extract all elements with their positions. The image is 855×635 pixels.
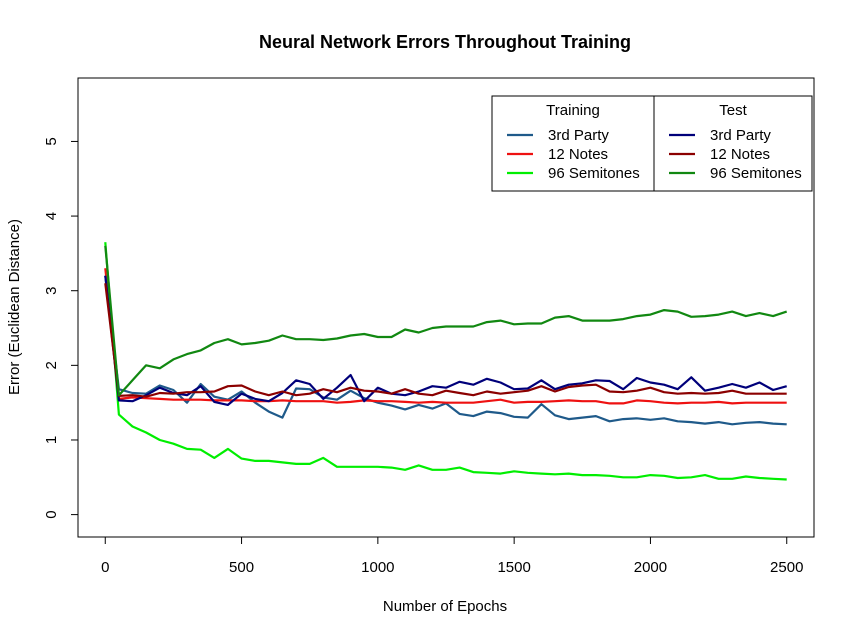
y-tick-label: 3: [43, 287, 60, 295]
series-line-test-96-semitones: [104, 245, 788, 397]
x-tick-label: 1000: [361, 559, 394, 576]
series-line-test-12-notes: [104, 283, 787, 398]
y-tick-label: 5: [43, 137, 60, 145]
legend-items: Training 3rd Party 12 Notes 96 Semitones Tes…: [507, 102, 802, 182]
series-line-test-3rd-party: [104, 275, 787, 406]
y-axis: 0 1 2 3 4 5: [43, 137, 79, 519]
series-line-training-12-notes: [104, 268, 787, 405]
x-axis: 0 500 1000 1500 2000 2500: [101, 536, 803, 576]
series-line-training-96-semitones: [104, 242, 787, 481]
x-tick-label: 2500: [770, 559, 803, 576]
legend-box: [491, 95, 813, 192]
legend-entry-label: 96 Semitones: [710, 165, 802, 182]
x-tick-label: 2000: [634, 559, 667, 576]
legend-entry-label: 96 Semitones: [548, 165, 640, 182]
legend-group-title: Test: [719, 102, 747, 119]
y-tick-label: 4: [43, 212, 60, 220]
x-tick-label: 500: [229, 559, 254, 576]
legend-entry-label: 3rd Party: [710, 127, 771, 144]
chart-title: Neural Network Errors Throughout Trainin…: [259, 32, 631, 52]
y-axis-label: Error (Euclidean Distance): [6, 219, 23, 395]
y-tick-label: 0: [43, 510, 60, 518]
legend-entry-label: 12 Notes: [548, 146, 608, 163]
legend: Training 3rd Party 12 Notes 96 Semitones Tes…: [491, 95, 813, 192]
x-axis-label: Number of Epochs: [383, 598, 507, 615]
legend-entry-label: 12 Notes: [710, 146, 770, 163]
y-tick-label: 2: [43, 361, 60, 369]
legend-group-title: Training: [546, 102, 600, 119]
y-tick-label: 1: [43, 436, 60, 444]
series-layer: [104, 242, 788, 481]
legend-entry-label: 3rd Party: [548, 127, 609, 144]
x-tick-label: 0: [101, 559, 109, 576]
x-tick-label: 1500: [497, 559, 530, 576]
